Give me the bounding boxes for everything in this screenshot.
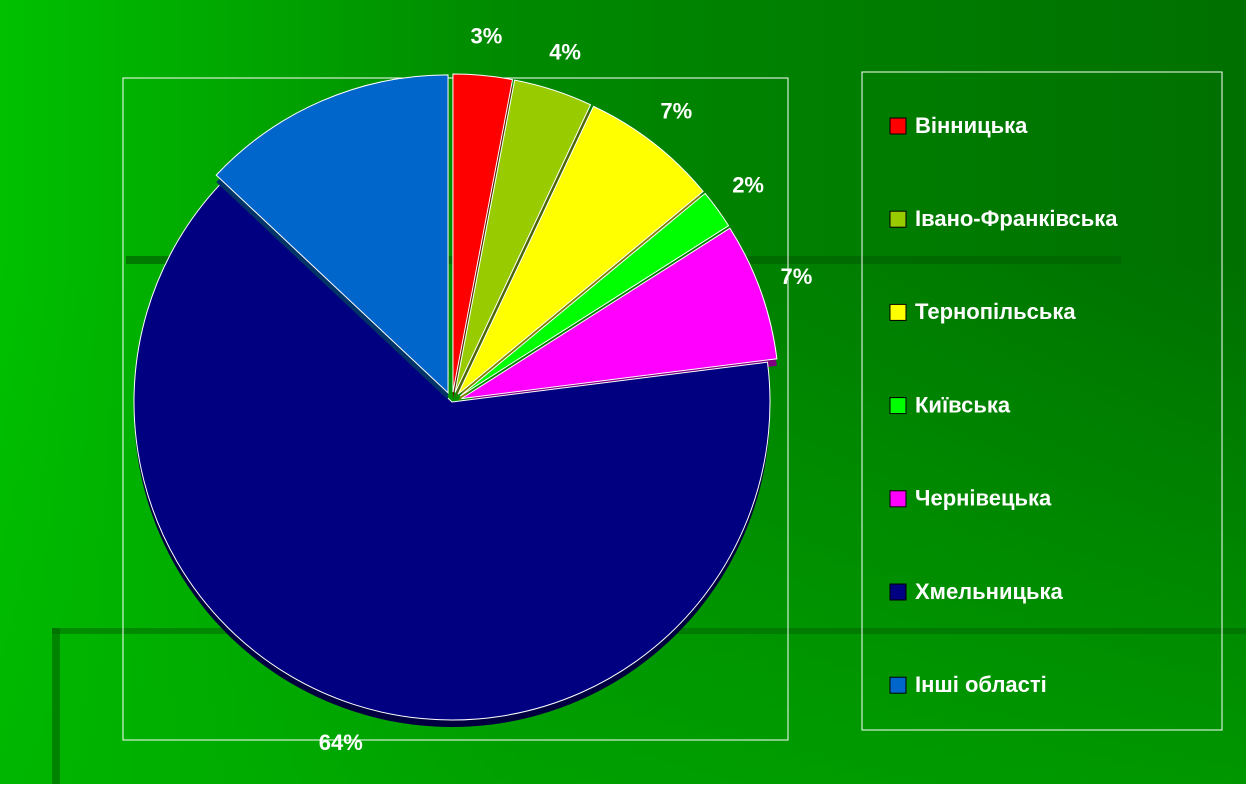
legend-label: Інші області [915,672,1047,697]
data-label: 3% [471,23,503,48]
legend-swatch [889,676,907,694]
legend-label: Хмельницька [915,579,1064,604]
legend-swatch [889,117,907,135]
slice [452,73,514,393]
data-label: 4% [549,40,581,65]
legend-label: Івано-Франківська [915,206,1118,231]
decor-band [52,628,60,784]
legend-swatch [889,210,907,228]
slice [459,192,730,397]
slice [461,227,778,400]
legend-swatch [889,583,907,601]
slice [133,183,771,721]
legend-swatch [889,397,907,415]
legend-frame [861,71,1223,731]
slice [215,74,449,394]
legend-label: Чернівецька [915,486,1052,511]
data-label: 2% [732,173,764,198]
legend-label: Вінницька [915,113,1028,138]
legend: Вінницька Івано-Франківська Тернопільська К… [889,113,1118,697]
data-label: 64% [319,730,363,755]
legend-label: Тернопільська [915,299,1076,324]
data-label: 7% [780,264,812,289]
pie: 3% 4% 7% 2% 7% 64% [133,23,812,755]
legend-swatch [889,303,907,321]
legend-swatch [889,490,907,508]
legend-label: Київська [915,392,1011,417]
slice [454,79,592,393]
data-label: 7% [660,99,692,124]
slice [457,105,704,395]
